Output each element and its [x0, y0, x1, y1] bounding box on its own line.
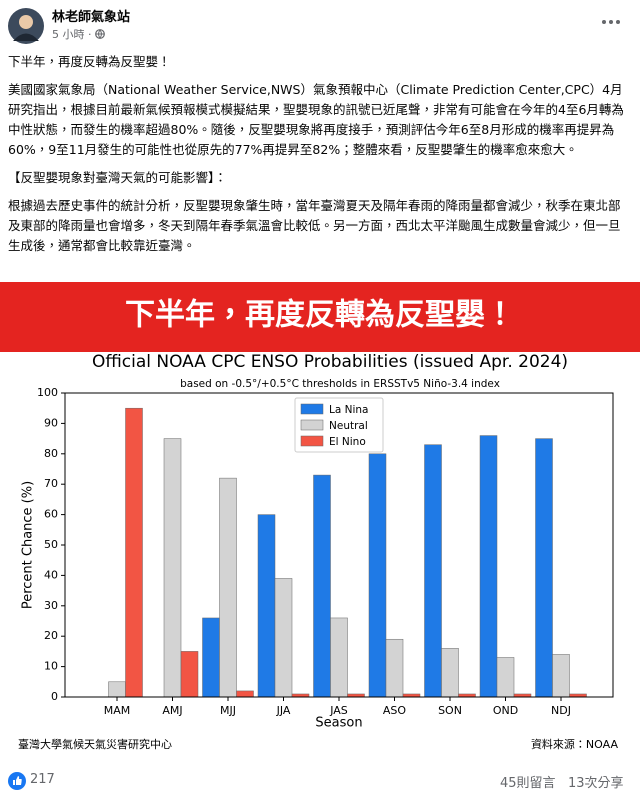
y-tick-label: 20 [44, 629, 58, 642]
bar [163, 438, 182, 698]
x-tick-label: JJA [276, 704, 291, 717]
x-tick-label: AMJ [162, 704, 182, 717]
legend-swatch [300, 435, 324, 447]
y-tick-label: 50 [44, 538, 58, 551]
banner-bg [0, 282, 640, 352]
page-name[interactable]: 林老師氣象站 [52, 10, 131, 25]
comment-count[interactable]: 45則留言 [500, 776, 556, 791]
reaction-count[interactable]: 217 [30, 772, 55, 787]
post-paragraph: 根據過去歷史事件的統計分析，反聖嬰現象肇生時，當年臺灣夏天及隔年春雨的降雨量都會… [8, 198, 621, 253]
chart-title: Official NOAA CPC ENSO Probabilities (is… [92, 352, 568, 372]
bar [180, 651, 199, 698]
bar [219, 477, 237, 698]
x-tick-label: OND [493, 704, 518, 717]
image-credit: 臺灣大學氣候天氣災害研究中心 [18, 737, 172, 751]
bar [108, 681, 126, 698]
bar [385, 638, 404, 698]
x-tick-label: SON [438, 704, 462, 717]
x-tick-label: MJJ [220, 704, 236, 717]
bar [313, 474, 331, 698]
legend-label: La Nina [329, 404, 368, 416]
bar [257, 514, 276, 698]
bar [496, 657, 515, 698]
x-tick-label: MAM [104, 704, 131, 717]
y-tick-label: 10 [44, 660, 58, 673]
y-tick-label: 90 [44, 416, 58, 429]
image-source: 資料來源：NOAA [531, 737, 619, 751]
time[interactable]: 5 小時 [52, 28, 85, 41]
post-paragraph: 【反聖嬰現象對臺灣天氣的可能影響】： [8, 170, 227, 185]
y-axis-label: Percent Chance (%) [21, 481, 36, 609]
y-tick-label: 70 [44, 477, 58, 490]
globe-icon [95, 29, 105, 39]
like-icon[interactable] [8, 772, 26, 790]
bar [552, 654, 570, 698]
legend-label: El Nino [329, 436, 366, 448]
post-text: 下半年，再度反轉為反聖嬰！ 美國國家氣象局（National Weather Se… [8, 52, 632, 256]
bar [479, 435, 498, 698]
bar [330, 617, 348, 698]
post-time[interactable]: 5 小時 · [52, 26, 105, 42]
bar [441, 648, 459, 698]
avatar[interactable] [8, 8, 44, 44]
plot-frame [64, 392, 614, 698]
banner-text: 下半年，再度反轉為反聖嬰！ [125, 298, 515, 333]
share-count[interactable]: 13次分享 [568, 776, 624, 791]
bar [202, 617, 220, 698]
bar [424, 444, 442, 698]
bar [236, 690, 254, 698]
y-tick-label: 0 [51, 690, 58, 703]
y-tick-label: 30 [44, 599, 58, 612]
post-paragraph: 下半年，再度反轉為反聖嬰！ [8, 54, 171, 69]
legend-swatch [300, 403, 324, 415]
bar [368, 453, 387, 698]
x-axis-label: Season [315, 716, 362, 731]
y-tick-label: 40 [44, 568, 58, 581]
chart-subtitle: based on -0.5°/+0.5°C thresholds in ERSS… [180, 378, 500, 390]
post-image[interactable]: 下半年，再度反轉為反聖嬰！ Official NOAA CPC ENSO Pro… [0, 282, 640, 766]
bar [535, 438, 553, 698]
x-tick-label: NDJ [551, 704, 571, 717]
bar [274, 578, 293, 698]
x-tick-label: JAS [329, 704, 348, 717]
y-tick-label: 80 [44, 447, 58, 460]
x-tick-label: ASO [383, 704, 407, 717]
y-tick-label: 100 [37, 386, 58, 399]
y-tick-label: 60 [44, 508, 58, 521]
legend-label: Neutral [329, 420, 368, 432]
legend-swatch [300, 419, 324, 431]
post-paragraph: 美國國家氣象局（National Weather Service,NWS）氣象預… [8, 82, 624, 157]
more-button[interactable] [596, 14, 626, 30]
bar [125, 407, 143, 698]
